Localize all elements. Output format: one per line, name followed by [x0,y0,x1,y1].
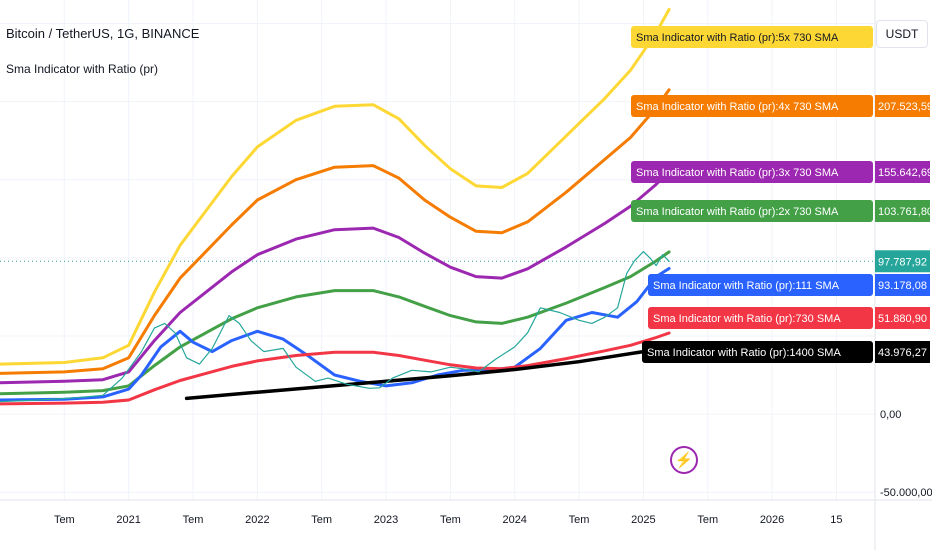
series-legend-label-bg [648,274,873,296]
time-tick-label: Tem [697,514,718,526]
price-axis[interactable]: 207.523,59 155.642,69 103.761,80 93.178,08 5… [874,0,932,550]
series-line[interactable] [0,169,671,385]
time-tick-label: 2021 [116,514,140,526]
chart-grid [0,0,875,500]
time-axis[interactable]: Tem 2021 Tem 2022 Tem 2023 Tem 2024 Tem 2025 Tem 20… [0,499,932,526]
series-legend-label: Sma Indicator with Ratio (pr):111 SMA [648,274,873,296]
series-legend-label: Sma Indicator with Ratio (pr):4x 730 SMA [631,95,873,117]
series-legend-text: Sma Indicator with Ratio (pr):3x 730 SMA [636,167,839,179]
series-legend-label: Sma Indicator with Ratio (pr):2x 730 SMA [631,200,873,222]
time-tick-label: Tem [54,514,75,526]
series-line[interactable] [0,7,671,366]
current-price-tag: 97.787,92 [878,256,927,268]
price-tag-bg [875,307,930,329]
series-line[interactable] [0,88,671,375]
series-legend-label: Sma Indicator with Ratio (pr):5x 730 SMA [631,26,873,48]
series-line[interactable] [0,251,670,403]
series-legend-label-bg [642,341,873,363]
series-line[interactable] [0,267,671,402]
series-legend-label-bg [631,26,873,48]
price-tag-bg [875,161,930,183]
series-legend-text: Sma Indicator with Ratio (pr):2x 730 SMA [636,206,839,218]
series-line[interactable] [0,331,671,406]
price-tag-bg [875,200,930,222]
current-price-tag-bg [875,250,930,273]
price-tag-bg [875,341,930,363]
chart-title: Bitcoin / TetherUS, 1G, BINANCE [6,26,200,41]
price-tag-bg [875,95,930,117]
time-tick-label: Tem [311,514,332,526]
price-tag-text: 103.761,80 [878,206,932,218]
time-tick-label: Tem [569,514,590,526]
price-tag-text: 207.523,59 [878,101,932,113]
time-tick-label: Tem [183,514,204,526]
series-line[interactable] [184,343,671,401]
series-legend-text: Sma Indicator with Ratio (pr):730 SMA [653,313,841,325]
series-legend-label-bg [631,95,873,117]
series-legend-label-bg [648,307,873,329]
series-legend-text: Sma Indicator with Ratio (pr):5x 730 SMA [636,32,839,44]
time-tick-label: 2026 [760,514,784,526]
price-tag-text: 155.642,69 [878,167,932,179]
series-legend-label: Sma Indicator with Ratio (pr):730 SMA [648,307,873,329]
time-tick-label: 2022 [245,514,269,526]
price-tag-text: 93.178,08 [878,280,927,292]
lightning-icon[interactable]: ⚡ [670,446,698,474]
price-tag-text: 43.976,27 [878,347,927,359]
indicator-title: Sma Indicator with Ratio (pr) [6,62,159,76]
series-legend-text: Sma Indicator with Ratio (pr):1400 SMA [647,347,841,359]
price-tick-label: 0,00 [880,409,901,421]
time-tick-label: 15 [830,514,842,526]
price-tag-text: 51.880,90 [878,313,927,325]
currency-button[interactable]: USDT [876,20,928,48]
series-line[interactable] [0,250,671,396]
price-tag-bg [875,274,930,296]
series-legend-label-bg [631,200,873,222]
time-tick-label: 2023 [374,514,398,526]
time-tick-label: 2024 [502,514,526,526]
series-legend-label-bg [631,161,873,183]
series-legend-label: Sma Indicator with Ratio (pr):1400 SMA [642,341,873,363]
time-tick-label: Tem [440,514,461,526]
series-legend-label: Sma Indicator with Ratio (pr):3x 730 SMA [631,161,873,183]
plot-area[interactable] [0,7,671,406]
price-tick-label: -50.000,00 [880,487,932,499]
series-legend-text: Sma Indicator with Ratio (pr):4x 730 SMA [636,101,839,113]
series-legend-text: Sma Indicator with Ratio (pr):111 SMA [653,280,840,292]
series-value-labels: Sma Indicator with Ratio (pr):5x 730 SMA… [631,26,873,363]
time-tick-label: 2025 [631,514,655,526]
